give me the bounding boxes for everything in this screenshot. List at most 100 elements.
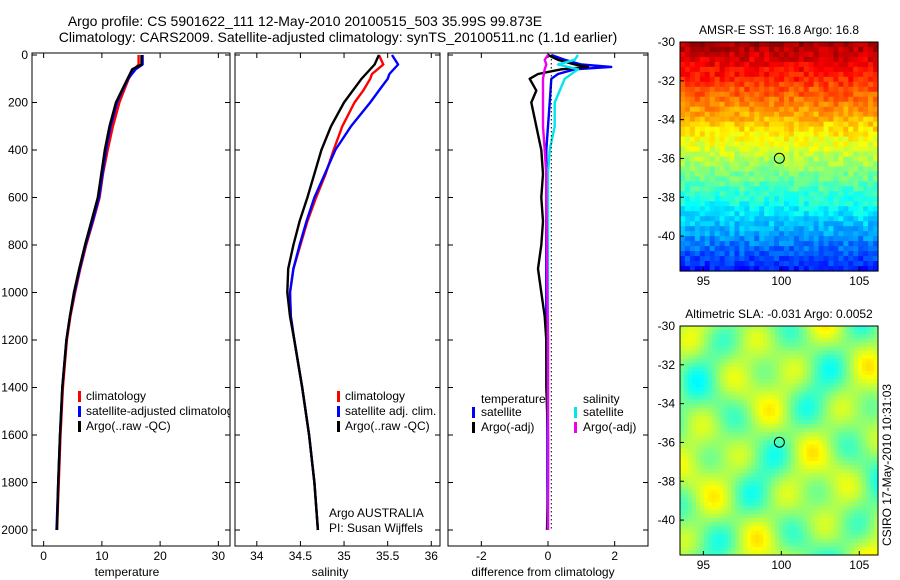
map-cell: [818, 362, 824, 368]
map-cell: [704, 171, 711, 178]
map-cell: [687, 440, 693, 446]
map-cell: [743, 505, 748, 511]
map-cell: [759, 489, 764, 495]
map-cell: [793, 61, 800, 68]
map-cell: [729, 241, 736, 247]
map-cell: [743, 366, 748, 372]
map-cell: [739, 514, 744, 519]
map-cell: [704, 61, 711, 68]
map-cell: [782, 326, 788, 331]
map-cell: [862, 444, 867, 450]
map-cell: [715, 379, 721, 384]
map-cell: [798, 407, 804, 413]
map-cell: [862, 550, 867, 556]
map-cell: [739, 211, 745, 217]
map-cell: [830, 534, 836, 540]
map-cell: [754, 221, 760, 227]
map-cell: [684, 181, 691, 187]
map-cell: [754, 66, 760, 73]
map-cell: [711, 514, 717, 519]
map-y-tick-label: -32: [658, 74, 676, 88]
map-cell: [691, 440, 697, 446]
map-cell: [714, 191, 721, 197]
map-cell: [779, 141, 785, 148]
map-cell: [808, 56, 815, 63]
map-cell: [874, 366, 879, 372]
map-cell: [724, 106, 731, 113]
map-cell: [719, 146, 726, 153]
map-cell: [767, 497, 772, 503]
map-cell: [793, 176, 800, 182]
map-y-tick-label: -38: [658, 474, 676, 488]
map-cell: [687, 354, 693, 360]
map-cell: [771, 387, 776, 393]
map-cell: [704, 101, 711, 108]
map-cell: [754, 56, 760, 63]
map-cell: [873, 211, 879, 217]
map-cell: [853, 66, 859, 73]
map-cell: [739, 66, 745, 73]
map-cell: [723, 391, 729, 397]
map-cell: [788, 106, 795, 113]
map-cell: [790, 375, 796, 380]
map-cell: [743, 514, 748, 519]
map-cell: [714, 116, 721, 123]
map-cell: [759, 534, 764, 540]
map-cell: [683, 415, 689, 421]
map-cell: [862, 342, 867, 348]
map-cell: [858, 432, 863, 438]
map-cell: [684, 156, 691, 163]
map-cell: [802, 550, 808, 556]
map-cell: [687, 542, 693, 548]
map-cell: [703, 346, 709, 352]
map-cell: [782, 440, 788, 446]
map-cell: [735, 497, 740, 503]
map-cell: [834, 550, 839, 556]
map-cell: [786, 522, 792, 527]
map-cell: [866, 501, 871, 507]
map-cell: [838, 489, 843, 495]
map-cell: [729, 266, 736, 272]
map-cell: [759, 456, 764, 462]
map-cell: [790, 338, 796, 343]
map-cell: [747, 424, 752, 429]
map-cell: [774, 141, 780, 148]
map-cell: [803, 56, 810, 63]
map-cell: [691, 366, 697, 372]
map-cell: [709, 81, 716, 88]
map-cell: [704, 136, 711, 143]
map-cell: [754, 256, 760, 262]
map-cell: [763, 497, 768, 503]
map-cell: [794, 391, 800, 397]
map-cell: [779, 136, 785, 143]
map-cell: [858, 226, 864, 232]
map-cell: [751, 522, 756, 527]
map-cell: [751, 530, 756, 536]
series-line-argo-raw-qc-: [55, 55, 143, 531]
map-cell: [782, 342, 788, 348]
map-cell: [793, 226, 800, 232]
map-cell: [731, 411, 737, 417]
map-cell: [709, 141, 716, 148]
map-cell: [719, 171, 726, 178]
map-cell: [759, 505, 764, 511]
map-cell: [711, 395, 717, 401]
map-cell: [711, 354, 717, 360]
map-cell: [798, 497, 804, 503]
map-cell: [822, 538, 828, 544]
map-cell: [874, 407, 879, 413]
map-cell: [803, 131, 810, 138]
map-cell: [684, 91, 691, 98]
map-cell: [703, 534, 709, 540]
map-cell: [709, 106, 716, 113]
map-cell: [798, 96, 805, 103]
map-cell: [782, 370, 788, 376]
map-cell: [751, 456, 756, 462]
map-cell: [715, 420, 721, 425]
map-cell: [699, 354, 705, 360]
map-cell: [703, 526, 709, 532]
map-cell: [862, 354, 867, 360]
map-cell: [743, 358, 748, 364]
map-cell: [755, 481, 760, 487]
map-cell: [749, 81, 755, 88]
